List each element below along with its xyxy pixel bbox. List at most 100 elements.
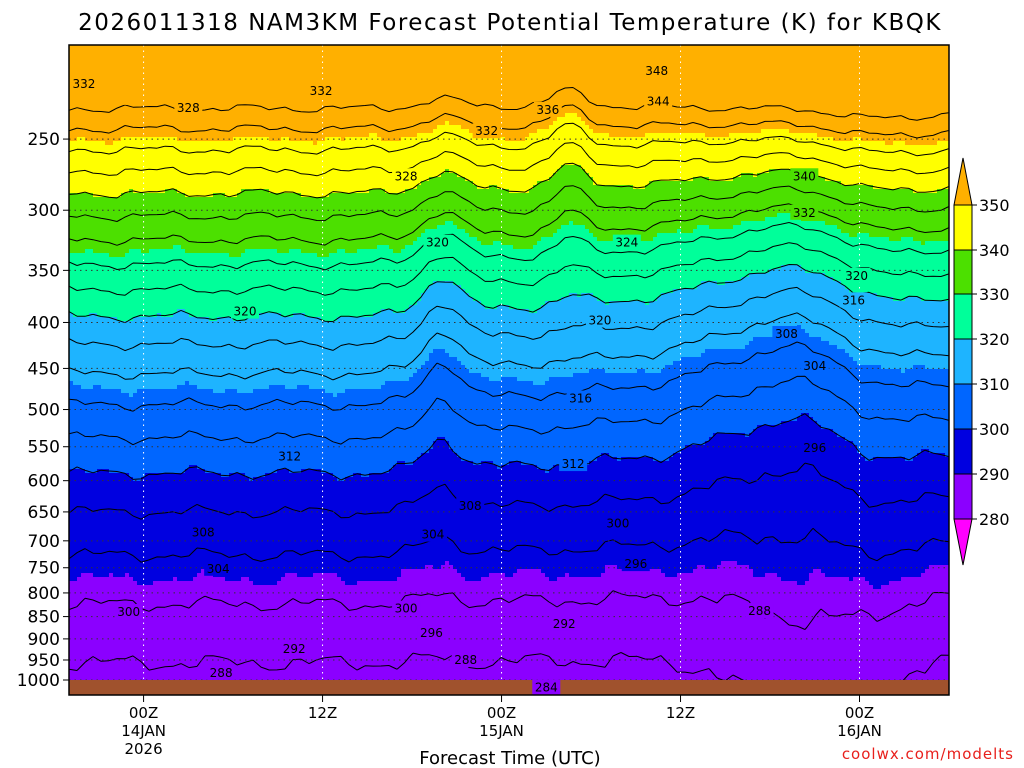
field-cell	[613, 45, 618, 138]
field-cell	[285, 317, 290, 390]
field-cell	[941, 301, 946, 370]
field-cell	[541, 45, 546, 130]
field-cell	[833, 281, 838, 346]
field-cell	[117, 389, 122, 474]
field-cell	[837, 45, 842, 142]
field-cell	[221, 393, 226, 478]
field-cell	[941, 453, 946, 566]
field-cell	[301, 313, 306, 386]
field-cell	[501, 305, 506, 378]
field-cell	[193, 317, 198, 386]
field-cell	[425, 181, 430, 230]
field-cell	[901, 141, 906, 190]
field-cell	[565, 225, 570, 298]
field-cell	[393, 45, 398, 142]
field-cell	[645, 133, 650, 186]
field-cell	[825, 181, 830, 226]
field-cell	[785, 329, 790, 422]
field-cell	[825, 137, 830, 182]
field-cell	[341, 317, 346, 394]
field-cell	[733, 45, 738, 134]
field-cell	[217, 393, 222, 474]
field-cell	[649, 457, 654, 570]
field-cell	[549, 125, 554, 178]
field-cell	[617, 461, 622, 570]
field-cell	[625, 241, 630, 302]
field-cell	[669, 293, 674, 366]
field-cell	[213, 577, 218, 695]
field-cell	[141, 45, 146, 138]
field-cell	[401, 381, 406, 462]
field-cell	[293, 45, 298, 142]
field-cell	[793, 421, 798, 582]
field-cell	[345, 137, 350, 194]
field-cell	[805, 273, 810, 334]
field-cell	[569, 293, 574, 378]
contour-label-344: 344	[647, 94, 670, 108]
field-cell	[653, 133, 658, 182]
field-cell	[85, 389, 90, 474]
field-cell	[265, 585, 270, 695]
field-cell	[337, 481, 342, 578]
field-cell	[109, 473, 114, 574]
field-cell	[401, 137, 406, 194]
field-cell	[585, 229, 590, 294]
field-cell	[709, 137, 714, 182]
field-cell	[557, 117, 562, 170]
y-tick-label-1000: 1000	[17, 671, 60, 691]
field-cell	[217, 141, 222, 194]
field-cell	[797, 325, 802, 418]
field-cell	[885, 45, 890, 146]
field-cell	[737, 133, 742, 178]
field-cell	[173, 313, 178, 390]
field-cell	[661, 45, 666, 134]
field-cell	[845, 577, 850, 695]
field-cell	[329, 393, 334, 474]
field-cell	[185, 381, 190, 470]
field-cell	[197, 573, 202, 695]
field-cell	[873, 589, 878, 695]
field-cell	[805, 177, 810, 222]
field-cell	[285, 573, 290, 695]
field-cell	[409, 569, 414, 695]
field-cell	[337, 137, 342, 194]
field-cell	[909, 45, 914, 146]
field-cell	[549, 45, 554, 126]
field-cell	[593, 237, 598, 298]
field-cell	[689, 573, 694, 695]
field-cell	[521, 465, 526, 570]
field-cell	[349, 253, 354, 318]
field-cell	[601, 185, 606, 242]
field-cell	[261, 389, 266, 478]
field-cell	[725, 281, 730, 350]
field-cell	[873, 141, 878, 190]
field-cell	[773, 333, 778, 426]
field-cell	[613, 137, 618, 186]
field-cell	[213, 393, 218, 474]
field-cell	[881, 189, 886, 238]
field-cell	[345, 253, 350, 318]
field-cell	[593, 45, 598, 134]
field-cell	[817, 45, 822, 138]
field-cell	[369, 473, 374, 582]
field-cell	[641, 189, 646, 242]
field-cell	[841, 437, 846, 578]
contour-label-bg	[745, 603, 774, 619]
field-cell	[573, 45, 578, 114]
field-cell	[457, 285, 462, 362]
field-cell	[485, 309, 490, 378]
field-cell	[693, 177, 698, 230]
field-cell	[345, 317, 350, 390]
field-cell	[209, 473, 214, 574]
field-cell	[245, 45, 250, 138]
field-cell	[265, 473, 270, 586]
field-cell	[729, 45, 734, 134]
field-cell	[717, 137, 722, 182]
field-cell	[781, 213, 786, 266]
field-cell	[213, 321, 218, 394]
field-cell	[617, 137, 622, 186]
field-cell	[725, 561, 730, 695]
field-cell	[73, 469, 78, 582]
field-cell	[521, 569, 526, 695]
